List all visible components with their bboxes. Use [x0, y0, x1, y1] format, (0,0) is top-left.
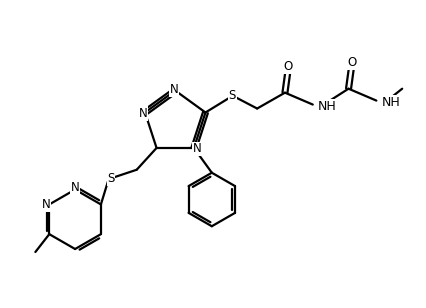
Text: O: O [283, 60, 293, 73]
Text: S: S [107, 172, 115, 185]
Text: N: N [42, 198, 51, 211]
Text: N: N [170, 83, 178, 96]
Text: O: O [347, 56, 356, 69]
Text: N: N [71, 181, 80, 194]
Text: S: S [229, 89, 236, 102]
Text: N: N [193, 142, 201, 156]
Text: NH: NH [381, 96, 400, 109]
Text: N: N [138, 107, 147, 120]
Text: NH: NH [318, 100, 337, 113]
